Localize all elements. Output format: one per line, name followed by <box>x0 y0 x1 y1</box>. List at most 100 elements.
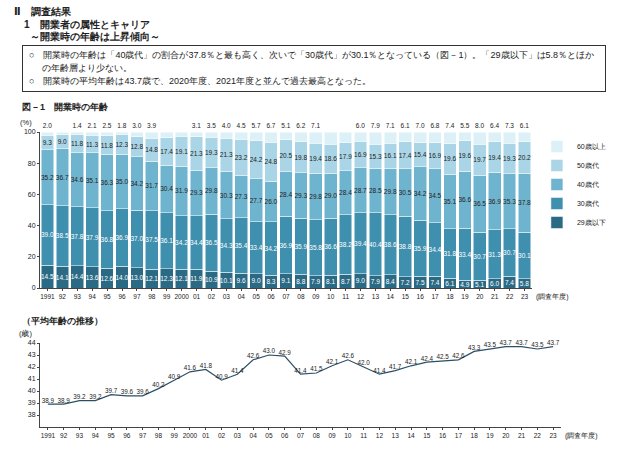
svg-text:02: 02 <box>218 432 226 439</box>
svg-text:33.4: 33.4 <box>250 244 263 251</box>
svg-text:26.0: 26.0 <box>265 198 278 205</box>
svg-text:95: 95 <box>107 432 115 439</box>
svg-text:2.1: 2.1 <box>87 122 96 129</box>
svg-text:7.9: 7.9 <box>311 278 320 285</box>
svg-text:01: 01 <box>202 432 210 439</box>
svg-text:34.3: 34.3 <box>220 242 233 249</box>
svg-text:43: 43 <box>28 351 36 358</box>
svg-text:95: 95 <box>103 293 111 300</box>
svg-text:34.4: 34.4 <box>190 239 203 246</box>
svg-text:3.9: 3.9 <box>147 122 156 129</box>
svg-text:30.7: 30.7 <box>503 249 516 256</box>
svg-text:30歳代: 30歳代 <box>577 200 599 207</box>
svg-text:19.4: 19.4 <box>488 154 501 161</box>
svg-text:5.1: 5.1 <box>475 281 484 288</box>
svg-text:01: 01 <box>193 293 201 300</box>
svg-text:08: 08 <box>313 432 321 439</box>
svg-text:19.4: 19.4 <box>309 155 322 162</box>
svg-text:12.8: 12.8 <box>130 143 143 150</box>
svg-text:14.1: 14.1 <box>56 274 69 281</box>
svg-text:36.7: 36.7 <box>56 174 69 181</box>
svg-text:21: 21 <box>491 293 499 300</box>
svg-text:19.3: 19.3 <box>205 149 218 156</box>
svg-text:93: 93 <box>76 432 84 439</box>
svg-text:03: 03 <box>234 432 242 439</box>
svg-text:42.9: 42.9 <box>279 349 292 356</box>
svg-text:28.5: 28.5 <box>369 187 382 194</box>
svg-text:14: 14 <box>387 293 395 300</box>
svg-text:8.7: 8.7 <box>341 278 350 285</box>
svg-text:39.2: 39.2 <box>73 393 86 400</box>
svg-text:41.6: 41.6 <box>184 364 197 371</box>
svg-text:12.3: 12.3 <box>160 275 173 282</box>
svg-text:7.5: 7.5 <box>415 279 424 286</box>
svg-text:15: 15 <box>423 432 431 439</box>
svg-text:41.4: 41.4 <box>294 367 307 374</box>
svg-text:35.0: 35.0 <box>115 178 128 185</box>
svg-text:6.8: 6.8 <box>430 122 439 129</box>
svg-text:28.4: 28.4 <box>339 189 352 196</box>
svg-text:10.9: 10.9 <box>205 276 218 283</box>
svg-text:40.2: 40.2 <box>152 381 165 388</box>
svg-text:42.1: 42.1 <box>326 358 339 365</box>
svg-text:6.2: 6.2 <box>296 122 305 129</box>
svg-text:43.3: 43.3 <box>468 344 481 351</box>
svg-text:13: 13 <box>392 432 400 439</box>
svg-text:28.7: 28.7 <box>354 187 367 194</box>
svg-text:38.5: 38.5 <box>56 232 69 239</box>
svg-text:22: 22 <box>506 293 514 300</box>
svg-text:3.0: 3.0 <box>132 122 141 129</box>
svg-text:5.1: 5.1 <box>281 122 290 129</box>
svg-text:42: 42 <box>28 363 36 370</box>
svg-text:8.8: 8.8 <box>296 278 305 285</box>
svg-text:1.4: 1.4 <box>73 122 82 129</box>
svg-text:0: 0 <box>32 284 36 291</box>
svg-text:23: 23 <box>549 432 557 439</box>
svg-text:03: 03 <box>223 293 231 300</box>
svg-text:36.9: 36.9 <box>279 242 292 249</box>
svg-text:40: 40 <box>28 222 36 229</box>
svg-text:39: 39 <box>28 399 36 406</box>
svg-text:04: 04 <box>238 293 246 300</box>
svg-text:34.2: 34.2 <box>175 239 188 246</box>
svg-text:92: 92 <box>59 293 67 300</box>
svg-text:11.3: 11.3 <box>86 141 99 148</box>
svg-text:21.3: 21.3 <box>220 151 233 158</box>
svg-text:6.1: 6.1 <box>520 122 529 129</box>
svg-text:97: 97 <box>139 432 147 439</box>
svg-text:35.2: 35.2 <box>41 174 54 181</box>
svg-text:18.6: 18.6 <box>324 155 337 162</box>
svg-text:12.1: 12.1 <box>145 275 158 282</box>
svg-text:19.3: 19.3 <box>503 155 516 162</box>
svg-text:05: 05 <box>253 293 261 300</box>
svg-text:29.3: 29.3 <box>190 189 203 196</box>
svg-text:39.6: 39.6 <box>136 388 149 395</box>
svg-text:7.4: 7.4 <box>430 279 439 286</box>
svg-text:33.4: 33.4 <box>458 251 471 258</box>
svg-text:30.4: 30.4 <box>160 185 173 192</box>
svg-text:80: 80 <box>28 160 36 167</box>
svg-text:40.9: 40.9 <box>168 373 181 380</box>
svg-text:8.4: 8.4 <box>386 278 395 285</box>
svg-text:36.5: 36.5 <box>473 200 486 207</box>
svg-text:43.5: 43.5 <box>484 341 497 348</box>
svg-text:41.4: 41.4 <box>231 367 244 374</box>
svg-text:42.6: 42.6 <box>452 352 465 359</box>
svg-text:42.1: 42.1 <box>405 358 418 365</box>
svg-text:(調査年度): (調査年度) <box>536 293 569 301</box>
svg-text:36.9: 36.9 <box>115 234 128 241</box>
svg-text:4.5: 4.5 <box>237 122 246 129</box>
svg-text:16.9: 16.9 <box>429 152 442 159</box>
svg-text:29歳以下: 29歳以下 <box>577 219 606 226</box>
svg-text:38.9: 38.9 <box>58 397 71 404</box>
svg-text:31.3: 31.3 <box>488 251 501 258</box>
svg-text:12.6: 12.6 <box>101 275 114 282</box>
svg-text:(歳): (歳) <box>19 329 32 338</box>
svg-text:43.7: 43.7 <box>500 339 513 346</box>
svg-text:27.7: 27.7 <box>250 197 263 204</box>
svg-text:60: 60 <box>28 191 36 198</box>
svg-text:11.8: 11.8 <box>101 142 114 149</box>
svg-text:40.4: 40.4 <box>369 241 382 248</box>
svg-text:7.1: 7.1 <box>311 122 320 129</box>
svg-text:27.3: 27.3 <box>235 193 248 200</box>
